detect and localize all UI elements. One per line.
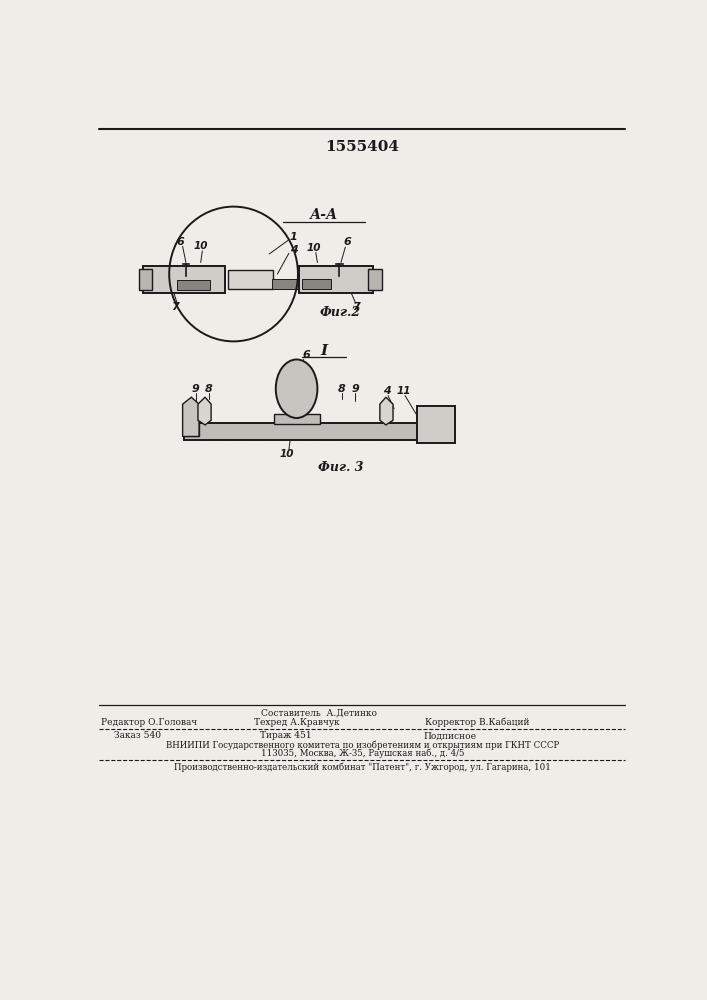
Text: 4: 4 xyxy=(290,245,298,255)
Bar xyxy=(302,279,331,289)
Text: Фиг.2: Фиг.2 xyxy=(320,306,361,319)
Bar xyxy=(182,404,199,436)
Text: 11: 11 xyxy=(396,386,411,396)
Polygon shape xyxy=(182,397,199,436)
Text: Тираж 451: Тираж 451 xyxy=(259,732,312,740)
Text: 6: 6 xyxy=(177,237,185,247)
Text: Техред А.Кравчук: Техред А.Кравчук xyxy=(254,718,339,727)
Bar xyxy=(417,406,455,443)
Text: Редактор О.Головач: Редактор О.Головач xyxy=(100,718,197,727)
Text: I: I xyxy=(320,344,327,358)
Text: Заказ 540: Заказ 540 xyxy=(115,732,161,740)
Text: Фиг. 3: Фиг. 3 xyxy=(317,461,363,474)
Bar xyxy=(228,270,273,289)
Text: 10: 10 xyxy=(279,449,294,459)
Text: 6: 6 xyxy=(343,237,351,247)
Bar xyxy=(299,266,373,293)
Text: 8: 8 xyxy=(205,384,213,394)
Bar xyxy=(272,279,298,289)
Text: 10: 10 xyxy=(307,243,322,253)
Text: 113035, Москва, Ж-35, Раушская наб., д. 4/5: 113035, Москва, Ж-35, Раушская наб., д. … xyxy=(261,748,464,758)
Text: 7: 7 xyxy=(352,302,360,312)
Text: 9: 9 xyxy=(192,384,199,394)
Polygon shape xyxy=(198,397,211,425)
Bar xyxy=(185,423,439,440)
Text: ВНИИПИ Государственного комитета по изобретениям и открытиям при ГКНТ СССР: ВНИИПИ Государственного комитета по изоб… xyxy=(165,740,559,750)
Text: Составитель  А.Детинко: Составитель А.Детинко xyxy=(260,708,377,717)
Text: А-А: А-А xyxy=(310,208,338,222)
Text: 7: 7 xyxy=(171,302,179,312)
Text: 6: 6 xyxy=(302,350,310,360)
Polygon shape xyxy=(380,397,393,425)
Text: 4: 4 xyxy=(383,386,391,396)
Bar xyxy=(274,414,320,424)
Text: 8: 8 xyxy=(338,384,346,394)
Text: 1555404: 1555404 xyxy=(325,140,399,154)
Text: 10: 10 xyxy=(194,241,208,251)
Bar xyxy=(290,389,304,418)
Bar xyxy=(368,269,382,290)
Text: 1: 1 xyxy=(290,232,298,242)
Text: Корректор В.Кабаций: Корректор В.Кабаций xyxy=(425,717,530,727)
Text: Подписное: Подписное xyxy=(423,732,477,740)
Text: 9: 9 xyxy=(351,384,359,394)
Bar xyxy=(144,266,226,293)
Circle shape xyxy=(276,359,317,418)
Text: Производственно-издательский комбинат "Патент", г. Ужгород, ул. Гагарина, 101: Производственно-издательский комбинат "П… xyxy=(174,763,551,772)
Bar xyxy=(177,280,210,290)
Bar xyxy=(139,269,153,290)
